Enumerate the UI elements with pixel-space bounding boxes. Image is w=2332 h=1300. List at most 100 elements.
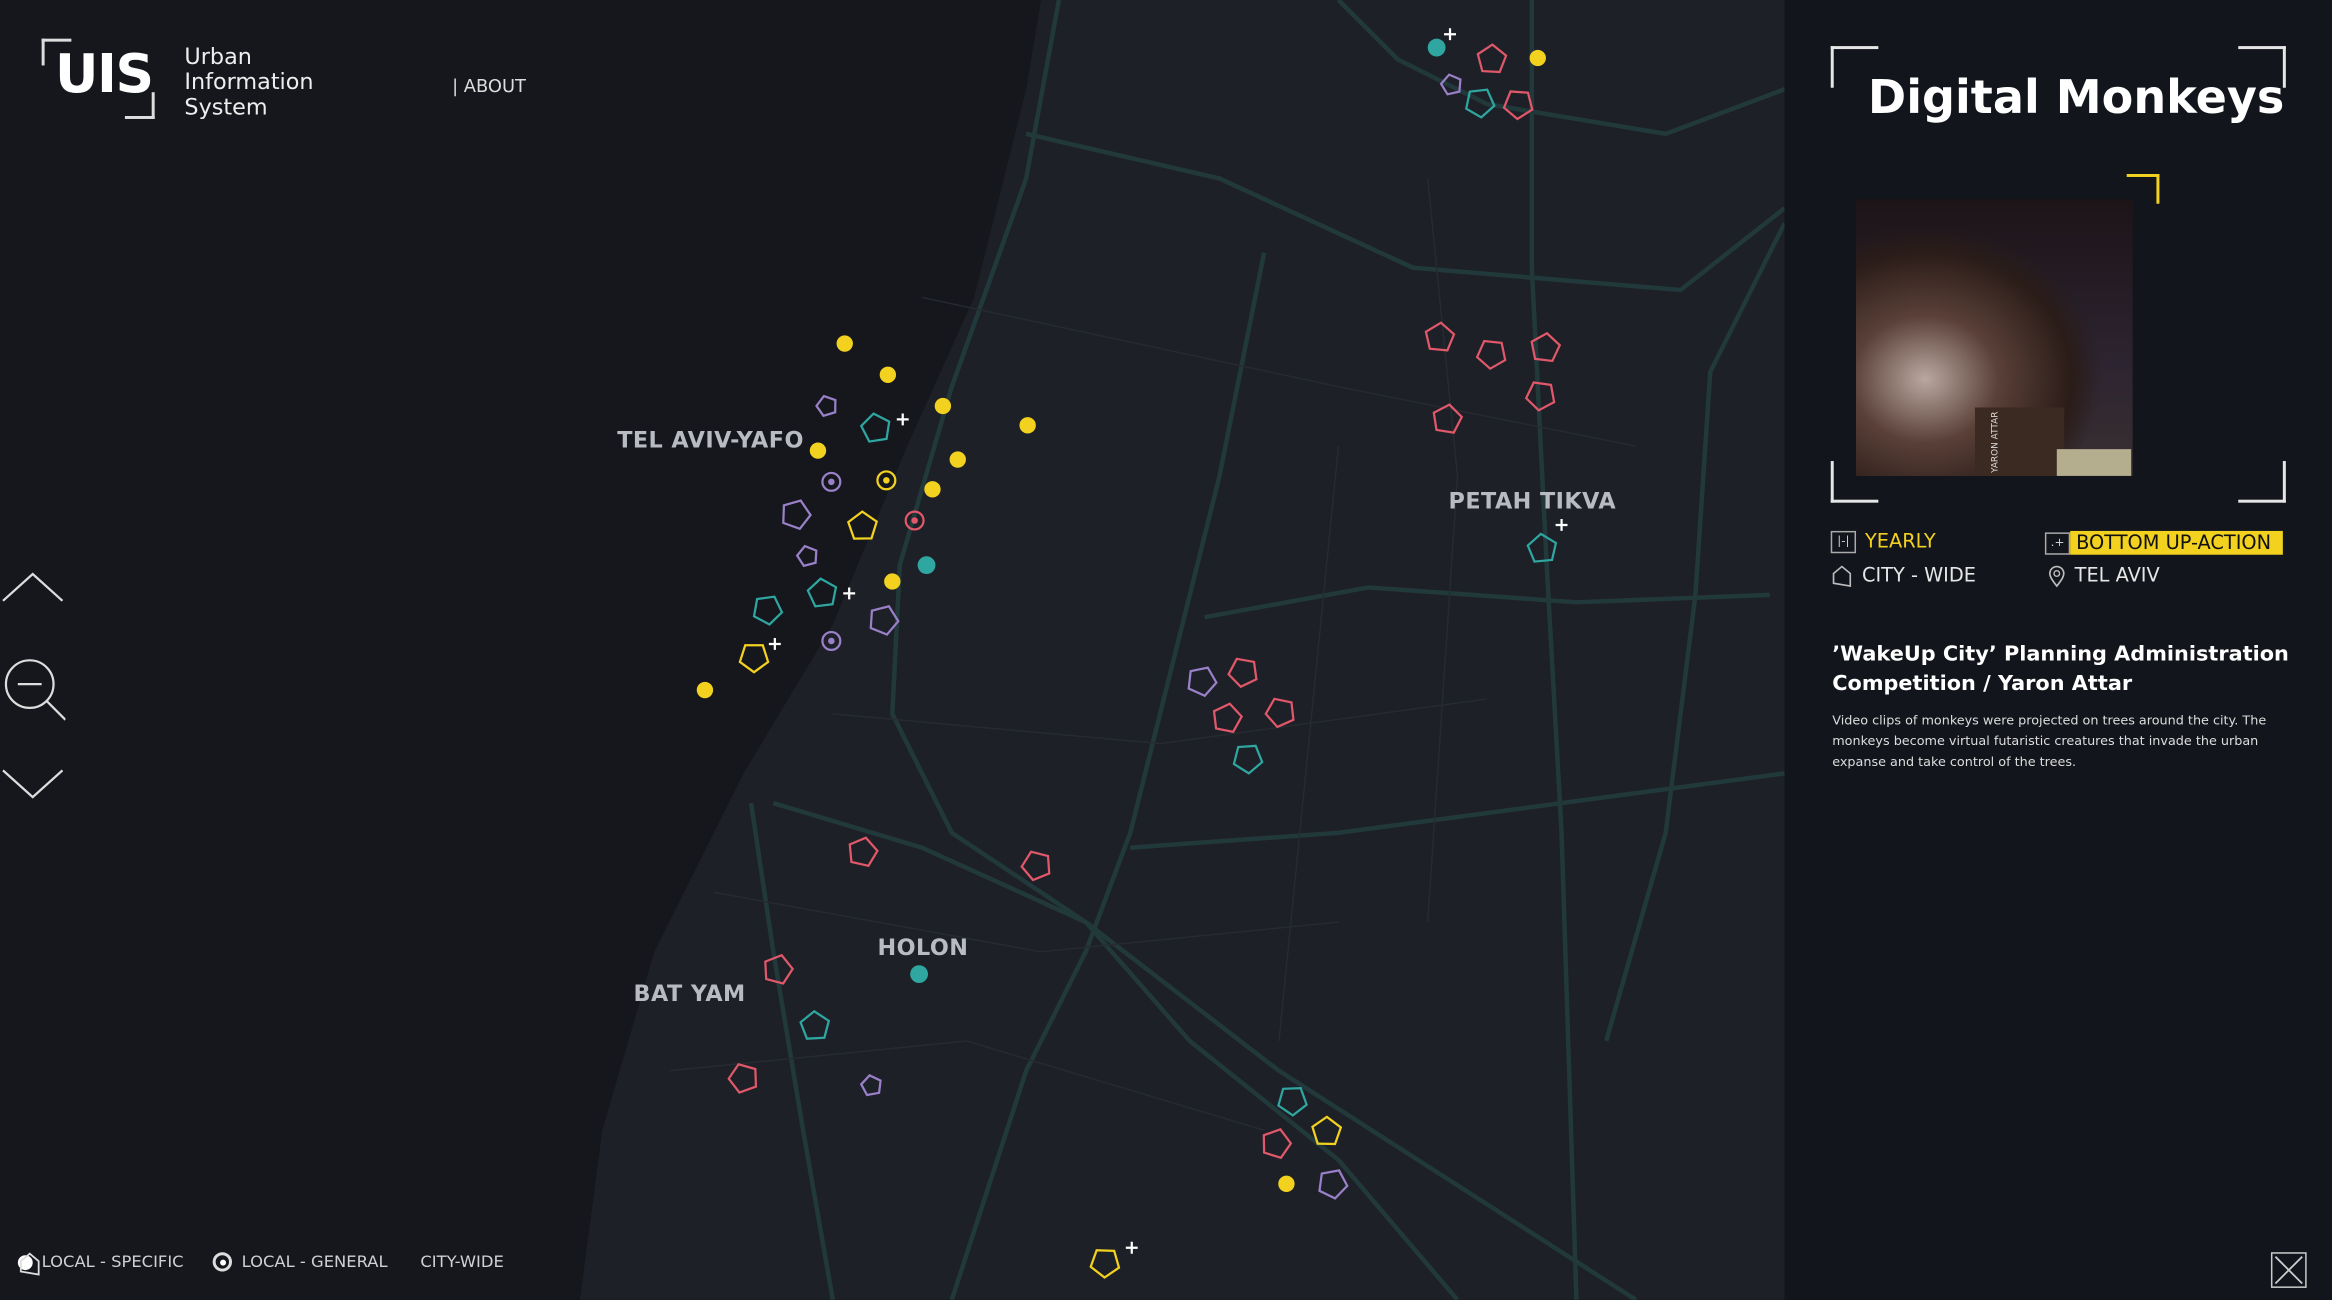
city-wide-marker[interactable]: [1530, 331, 1562, 363]
city-wide-marker[interactable]: [764, 953, 795, 985]
local-specific-marker[interactable]: [1278, 1175, 1295, 1192]
local-specific-marker[interactable]: [1019, 417, 1036, 434]
frequency-label: YEARLY: [1864, 530, 1936, 554]
logo-text: UIS: [55, 44, 154, 106]
project-description: Video clips of monkeys were projected on…: [1832, 713, 2267, 771]
plus-icon[interactable]: [768, 638, 781, 650]
local-general-marker[interactable]: [876, 470, 897, 491]
major-roads: [748, 0, 1785, 1300]
place-label-tel-aviv: TEL AVIV-YAFO: [617, 426, 804, 454]
city-wide-marker[interactable]: [859, 1074, 882, 1097]
frequency-tag: |-| YEARLY: [1830, 530, 1936, 554]
local-general-marker[interactable]: [821, 630, 842, 652]
app-name-line: Urban: [184, 43, 252, 70]
city-wide-marker[interactable]: [727, 1062, 758, 1094]
city-wide-marker[interactable]: [1277, 1087, 1308, 1117]
city-wide-marker[interactable]: [1318, 1169, 1349, 1200]
city-wide-marker[interactable]: [848, 836, 879, 868]
photo-building: [1975, 407, 2065, 476]
city-wide-marker[interactable]: [1524, 381, 1556, 412]
frame-corner: [1830, 46, 1879, 88]
place-label-holon: HOLON: [877, 933, 969, 961]
local-specific-marker[interactable]: [836, 335, 853, 352]
pentagon-icon: [1832, 565, 1852, 588]
local-general-marker-center[interactable]: [828, 478, 835, 486]
chevron-down-icon[interactable]: [0, 761, 65, 806]
city-wide-marker[interactable]: [859, 412, 891, 443]
local-specific-marker[interactable]: [917, 556, 936, 575]
location-tag: TEL AVIV: [2048, 565, 2160, 587]
minor-roads: [669, 178, 1637, 1131]
local-specific-marker[interactable]: [934, 397, 952, 415]
city-wide-marker[interactable]: [846, 510, 879, 540]
plus-icon[interactable]: [1125, 1241, 1138, 1254]
map-pin-icon: [2048, 565, 2065, 588]
place-label-bat-yam: BAT YAM: [633, 980, 746, 1007]
local-general-marker[interactable]: [821, 471, 842, 492]
plus-icon[interactable]: [1555, 519, 1568, 531]
city-wide-marker[interactable]: [752, 595, 784, 626]
city-wide-marker[interactable]: [1502, 90, 1534, 121]
city-wide-marker[interactable]: [782, 499, 812, 531]
city-wide-marker[interactable]: [1187, 666, 1218, 698]
about-link[interactable]: | ABOUT: [452, 75, 526, 97]
local-specific-marker[interactable]: [924, 481, 941, 498]
city-wide-marker[interactable]: [1227, 657, 1258, 689]
city-wide-marker[interactable]: [806, 577, 838, 608]
land: [580, 0, 1785, 1300]
scope-tag: CITY - WIDE: [1831, 565, 1976, 587]
project-photo[interactable]: [1856, 199, 2133, 476]
map[interactable]: TEL AVIV-YAFO PETAH TIKVA HOLON BAT YAM …: [0, 0, 1785, 1300]
city-wide-marker[interactable]: [1264, 697, 1295, 729]
plus-icon[interactable]: [896, 413, 909, 426]
place-label-petah-tikva: PETAH TIKVA: [1448, 487, 1617, 515]
local-general-marker-center[interactable]: [828, 637, 835, 645]
city-wide-marker[interactable]: [1464, 88, 1496, 119]
local-specific-marker[interactable]: [1427, 38, 1446, 57]
local-specific-marker[interactable]: [809, 442, 827, 459]
city-wide-marker[interactable]: [799, 1009, 831, 1040]
local-specific-marker[interactable]: [1529, 49, 1546, 67]
local-general-marker-center[interactable]: [883, 477, 890, 484]
city-wide-marker[interactable]: [1476, 43, 1508, 74]
city-wide-marker[interactable]: [815, 394, 837, 418]
action-icon: .+: [2044, 531, 2071, 554]
city-wide-marker[interactable]: [1311, 1115, 1343, 1146]
city-wide-marker[interactable]: [795, 544, 818, 568]
frame-corner: [2238, 461, 2286, 503]
city-wide-marker[interactable]: [1212, 702, 1244, 734]
project-subtitle: ’WakeUp City’ Planning Administration Co…: [1832, 642, 2289, 697]
map-canvas[interactable]: [0, 0, 1785, 1300]
uis-logo[interactable]: UIS: [41, 38, 158, 119]
plus-icon[interactable]: [843, 587, 856, 600]
city-wide-marker[interactable]: [1089, 1249, 1121, 1279]
city-wide-marker[interactable]: [1020, 850, 1051, 882]
city-wide-marker[interactable]: [1439, 73, 1462, 96]
photo-building: [2056, 449, 2132, 476]
city-wide-marker[interactable]: [1232, 744, 1264, 775]
zoom-out-icon[interactable]: [0, 654, 66, 725]
pentagon-icon: [19, 1252, 40, 1276]
app-name-line: Information: [184, 68, 314, 96]
photo-credit: YARON ATTAR: [1989, 411, 2001, 473]
legend-city-wide: CITY-WIDE: [420, 1252, 504, 1272]
location-label: TEL AVIV: [2074, 565, 2160, 588]
local-general-marker-center[interactable]: [911, 517, 918, 524]
ring-dot-icon: [213, 1252, 233, 1272]
local-specific-marker[interactable]: [879, 366, 897, 383]
city-wide-marker[interactable]: [1432, 403, 1464, 434]
city-wide-marker[interactable]: [1475, 339, 1507, 371]
local-general-marker[interactable]: [904, 510, 925, 531]
local-specific-marker[interactable]: [696, 681, 714, 699]
local-specific-marker[interactable]: [949, 451, 966, 468]
chevron-up-icon[interactable]: [0, 565, 65, 610]
plus-icon[interactable]: [1444, 28, 1456, 41]
local-specific-marker[interactable]: [910, 965, 929, 984]
city-wide-marker[interactable]: [1526, 532, 1558, 563]
city-wide-marker[interactable]: [1424, 321, 1456, 352]
close-icon[interactable]: [2270, 1252, 2307, 1288]
city-wide-marker[interactable]: [1262, 1128, 1293, 1160]
city-wide-marker[interactable]: [738, 644, 770, 674]
city-wide-marker[interactable]: [869, 605, 900, 636]
local-specific-marker[interactable]: [884, 573, 901, 590]
